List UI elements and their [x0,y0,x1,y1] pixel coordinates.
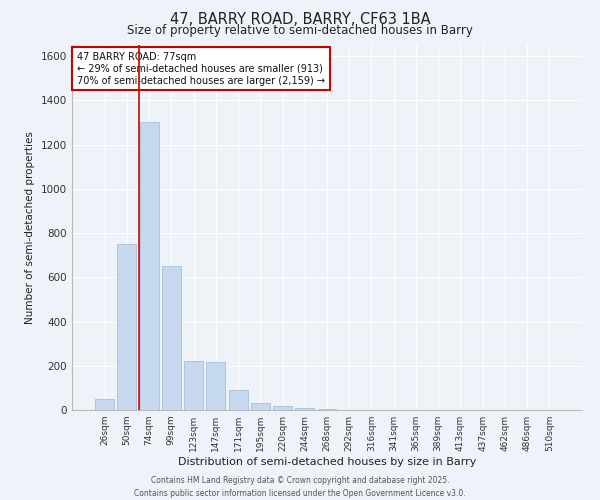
Bar [206,362,225,410]
Bar [118,244,136,410]
Text: 47 BARRY ROAD: 77sqm
← 29% of semi-detached houses are smaller (913)
70% of semi: 47 BARRY ROAD: 77sqm ← 29% of semi-detac… [77,52,325,86]
X-axis label: Distribution of semi-detached houses by size in Barry: Distribution of semi-detached houses by … [178,457,476,467]
Bar [140,122,158,410]
Y-axis label: Number of semi-detached properties: Number of semi-detached properties [25,131,35,324]
Bar [229,390,248,410]
Text: 47, BARRY ROAD, BARRY, CF63 1BA: 47, BARRY ROAD, BARRY, CF63 1BA [170,12,430,28]
Bar [184,362,203,410]
Bar [251,404,270,410]
Bar [162,266,181,410]
Bar [95,399,114,410]
Bar [295,408,314,410]
Text: Contains HM Land Registry data © Crown copyright and database right 2025.
Contai: Contains HM Land Registry data © Crown c… [134,476,466,498]
Text: Size of property relative to semi-detached houses in Barry: Size of property relative to semi-detach… [127,24,473,37]
Bar [317,409,337,410]
Bar [273,406,292,410]
